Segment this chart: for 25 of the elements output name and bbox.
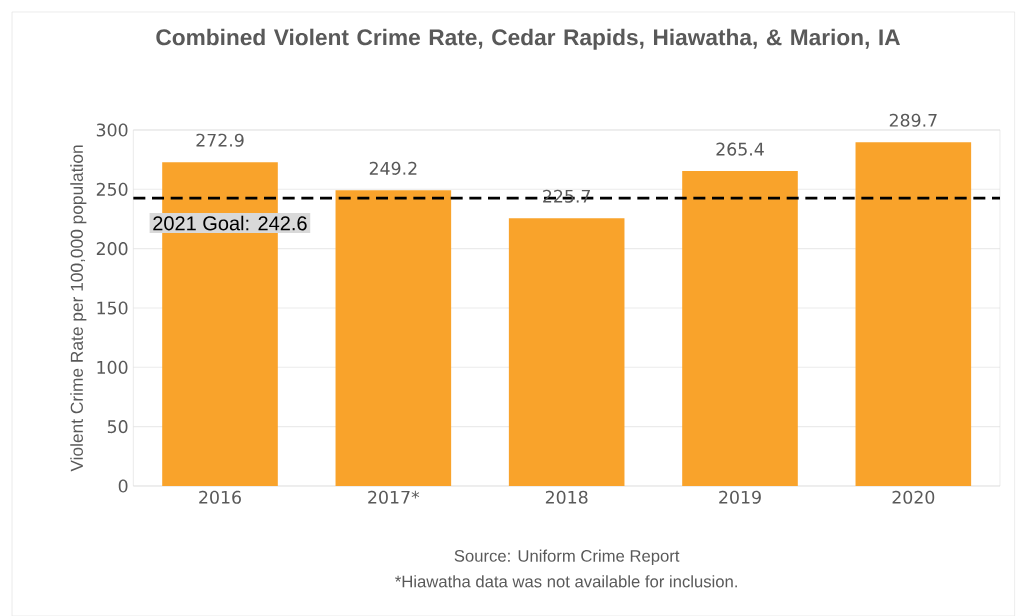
y-tick-label: 100 — [97, 360, 128, 374]
bar — [682, 171, 798, 486]
source-note: Source: Uniform Crime Report — [454, 549, 680, 566]
data-label: 289.7 — [889, 113, 937, 127]
y-tick-label: 200 — [96, 242, 128, 256]
data-label: 265.4 — [716, 142, 764, 156]
data-label: 272.9 — [196, 133, 244, 147]
chart-title: Combined Violent Crime Rate, Cedar Rapids, Hiawatha, & Marion, IA — [156, 28, 900, 50]
y-axis-title: Violent Crime Rate per 100,000 population — [70, 145, 87, 472]
bar — [335, 190, 452, 486]
y-tick-label: 50 — [107, 420, 128, 434]
bar — [508, 218, 625, 486]
ref-line-label: 2021 Goal: 242.6 — [153, 215, 307, 231]
y-tick-label: 0 — [118, 479, 128, 493]
y-tick-label: 150 — [97, 301, 128, 315]
x-tick-label: 2017* — [368, 490, 420, 504]
bar — [855, 142, 972, 486]
x-tick-label: 2016 — [199, 490, 241, 504]
x-tick-label: 2019 — [719, 490, 761, 504]
y-tick-label: 250 — [96, 182, 128, 196]
x-tick-label: 2020 — [892, 490, 935, 504]
x-tick-label: 2018 — [545, 490, 588, 504]
y-tick-label: 300 — [96, 123, 128, 137]
text: *Hiawatha data was not available for inclusion. — [395, 575, 737, 588]
data-label: 249.2 — [369, 161, 417, 175]
